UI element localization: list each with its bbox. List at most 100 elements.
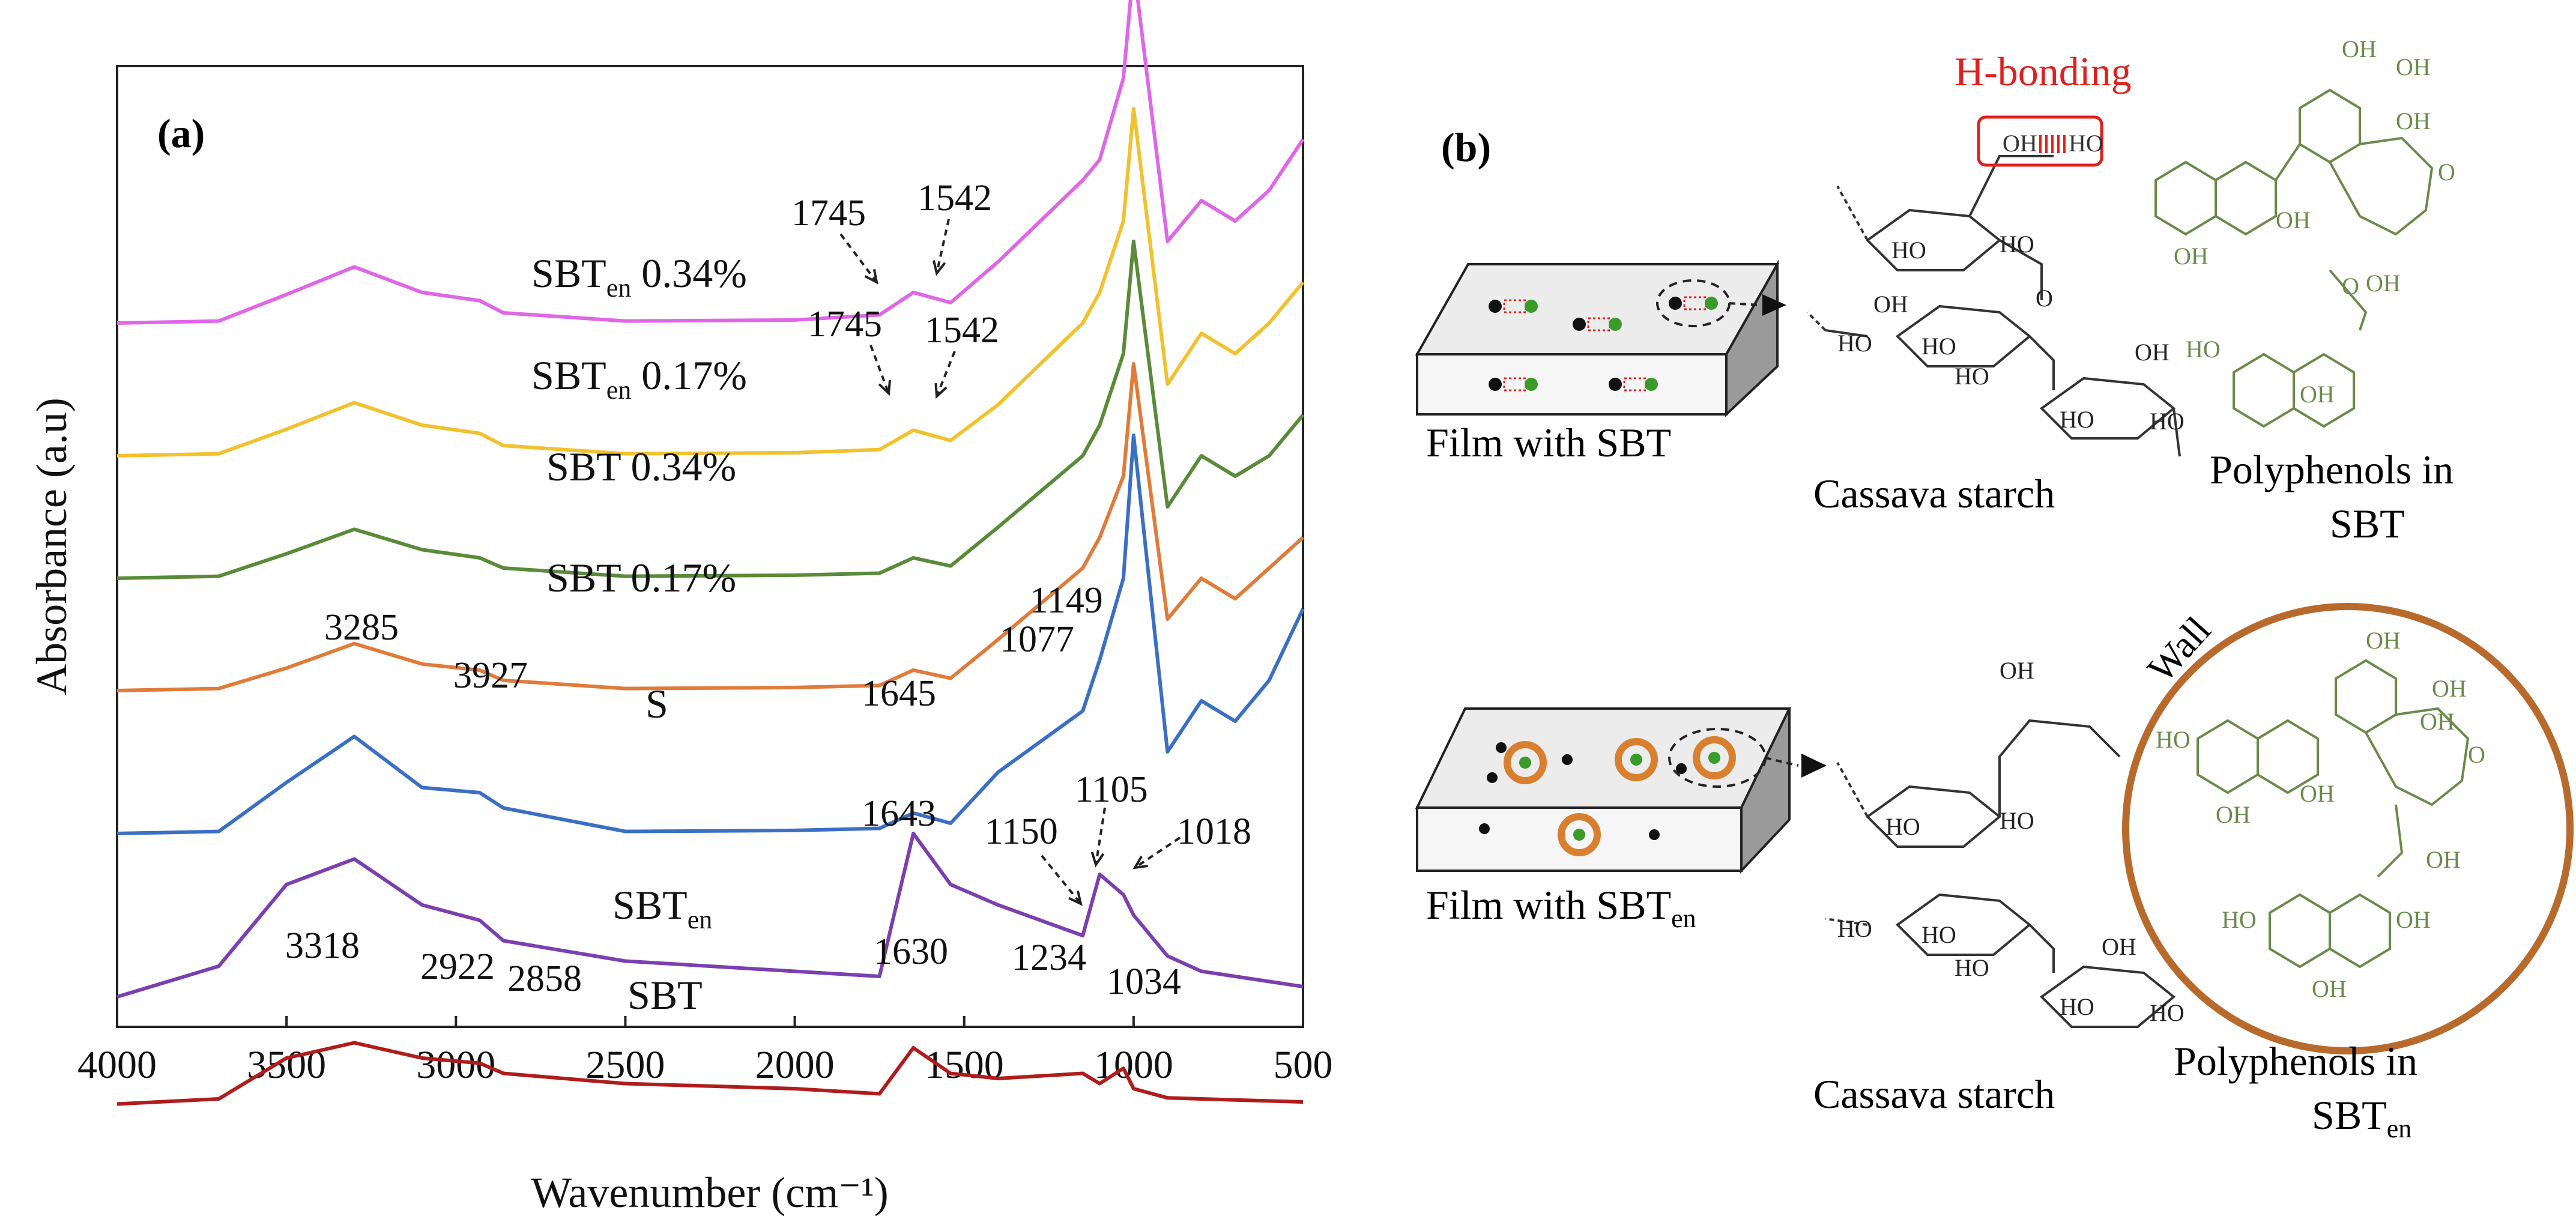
peak-1234: 1234 <box>1012 937 1086 978</box>
peak-3318: 3318 <box>285 925 360 966</box>
starch-molecule-bottom <box>1825 719 2176 1028</box>
svg-text:HO: HO <box>1885 813 1920 840</box>
svg-text:O: O <box>2036 285 2053 312</box>
peak-arrow-head <box>1090 851 1105 868</box>
svg-text:OH: OH <box>2396 107 2431 135</box>
svg-text:OH: OH <box>2426 846 2461 873</box>
starch-top-labels: HO HO HO HO OH HO HO HO OH O <box>1837 231 2184 435</box>
sbt-particle-pairs <box>1489 296 1718 392</box>
h-bond-oh: OH <box>2003 130 2037 157</box>
peak-1034: 1034 <box>1107 961 1181 1002</box>
peak-arrow-head <box>933 260 946 276</box>
peak-arrow <box>869 345 890 394</box>
peak-1149: 1149 <box>1030 580 1103 621</box>
peak-1542-top: 1542 <box>918 178 992 219</box>
curve-label-sbt-en-034: SBTen 0.34% <box>531 250 747 303</box>
svg-text:HO: HO <box>2000 807 2034 834</box>
peak-arrow <box>1134 836 1181 869</box>
curve-label-sbt-017: SBT 0.17% <box>546 555 736 600</box>
peak-arrow-head <box>934 383 948 399</box>
film-sbt-en-label: Film with SBTen <box>1426 882 1696 933</box>
peak-arrow-head <box>878 380 891 396</box>
spectrum-line <box>116 832 1304 999</box>
scheme-panel: (b) Film with SBT <box>1415 35 2574 1143</box>
curve-label-sbt-034: SBT 0.34% <box>546 444 736 489</box>
svg-text:OH: OH <box>2216 801 2251 828</box>
spectrum-line <box>116 240 1305 580</box>
svg-text:HO: HO <box>1837 330 1872 357</box>
polyphenol-top-label-1: Polyphenols in <box>2210 447 2454 492</box>
svg-text:OH: OH <box>2174 243 2209 270</box>
svg-text:OH: OH <box>2366 627 2401 654</box>
svg-text:OH: OH <box>2396 906 2431 933</box>
peak-1542-second: 1542 <box>925 310 999 351</box>
starch-molecule-top <box>1806 155 2181 457</box>
peak-2858: 2858 <box>507 958 582 999</box>
h-bond-dashes <box>2039 135 2066 153</box>
x-tick-label: 4000 <box>77 1043 157 1087</box>
spectrum-line <box>116 1041 1304 1106</box>
svg-text:HO: HO <box>1921 333 1956 360</box>
svg-text:HO: HO <box>2156 726 2191 753</box>
film-sbt-box <box>1415 259 1786 417</box>
x-tick-label: 2000 <box>755 1043 835 1087</box>
polyphenol-molecule-top <box>2154 88 2434 428</box>
svg-text:OH: OH <box>2300 381 2335 408</box>
peak-3285: 3285 <box>324 607 399 648</box>
svg-text:OH: OH <box>1873 291 1908 318</box>
plot-frame <box>116 65 1304 1028</box>
y-axis-title: Absorbance (a.u) <box>28 398 76 695</box>
svg-text:OH: OH <box>2366 270 2401 297</box>
spectrum-line <box>116 434 1305 835</box>
spectra-chart: (a) 4000 3500 3000 2500 2000 1500 1000 500 SBTe… <box>28 0 1333 1217</box>
svg-text:O: O <box>2342 273 2359 300</box>
h-bond-ho: HO <box>2069 130 2103 157</box>
peak-1630: 1630 <box>874 931 948 972</box>
peak-arrows <box>839 219 1181 906</box>
peak-arrow <box>936 351 956 397</box>
svg-text:HO: HO <box>2000 231 2034 258</box>
svg-text:HO: HO <box>1921 921 1956 948</box>
svg-text:OH: OH <box>2312 975 2347 1002</box>
svg-text:HO: HO <box>1891 237 1926 264</box>
film-sbt-label: Film with SBT <box>1426 420 1671 465</box>
peak-1105: 1105 <box>1075 769 1148 810</box>
x-axis-title: Wavenumber (cm⁻¹) <box>531 1169 889 1217</box>
svg-text:HO: HO <box>2150 999 2184 1026</box>
svg-text:HO: HO <box>2060 406 2094 433</box>
peak-1745-top: 1745 <box>791 193 866 234</box>
peak-arrow <box>839 233 878 283</box>
svg-text:HO: HO <box>1837 915 1872 942</box>
svg-text:HO: HO <box>2186 336 2221 363</box>
svg-text:OH: OH <box>2342 35 2377 62</box>
svg-text:HO: HO <box>1955 363 1989 390</box>
starch-label-bottom: Cassava starch <box>1813 1071 2055 1117</box>
svg-text:OH: OH <box>2102 933 2136 960</box>
curve-label-s: S <box>646 681 668 727</box>
svg-text:OH: OH <box>2432 675 2467 702</box>
peak-1645: 1645 <box>862 673 936 714</box>
polyphenol-top-label-2: SBT <box>2330 501 2405 546</box>
peak-2922: 2922 <box>420 946 495 987</box>
panel-a-label: (a) <box>157 110 205 156</box>
svg-text:OH: OH <box>2420 708 2455 735</box>
peak-1077: 1077 <box>1000 619 1074 660</box>
peak-arrow <box>1041 854 1082 905</box>
svg-text:OH: OH <box>2396 53 2431 80</box>
h-bonding-label: H-bonding <box>1955 49 2132 94</box>
svg-text:OH: OH <box>2000 657 2034 684</box>
polyphenol-bottom-label-1: Polyphenols in <box>2174 1038 2417 1084</box>
svg-text:OH: OH <box>2300 780 2335 807</box>
peak-arrow-head <box>1068 891 1083 906</box>
curve-label-sbt-en-017: SBTen 0.17% <box>531 352 747 405</box>
polyphenol-molecule-bottom <box>2197 659 2470 969</box>
peak-1150: 1150 <box>985 811 1058 852</box>
svg-text:OH: OH <box>2276 207 2311 234</box>
peak-1745-second: 1745 <box>808 304 882 345</box>
x-tick-label: 500 <box>1274 1043 1333 1087</box>
peak-arrow-head <box>864 269 878 285</box>
polyphenol-bottom-label-2: SBTen <box>2312 1092 2411 1143</box>
svg-text:HO: HO <box>2060 993 2094 1020</box>
spectrum-line <box>116 107 1305 458</box>
